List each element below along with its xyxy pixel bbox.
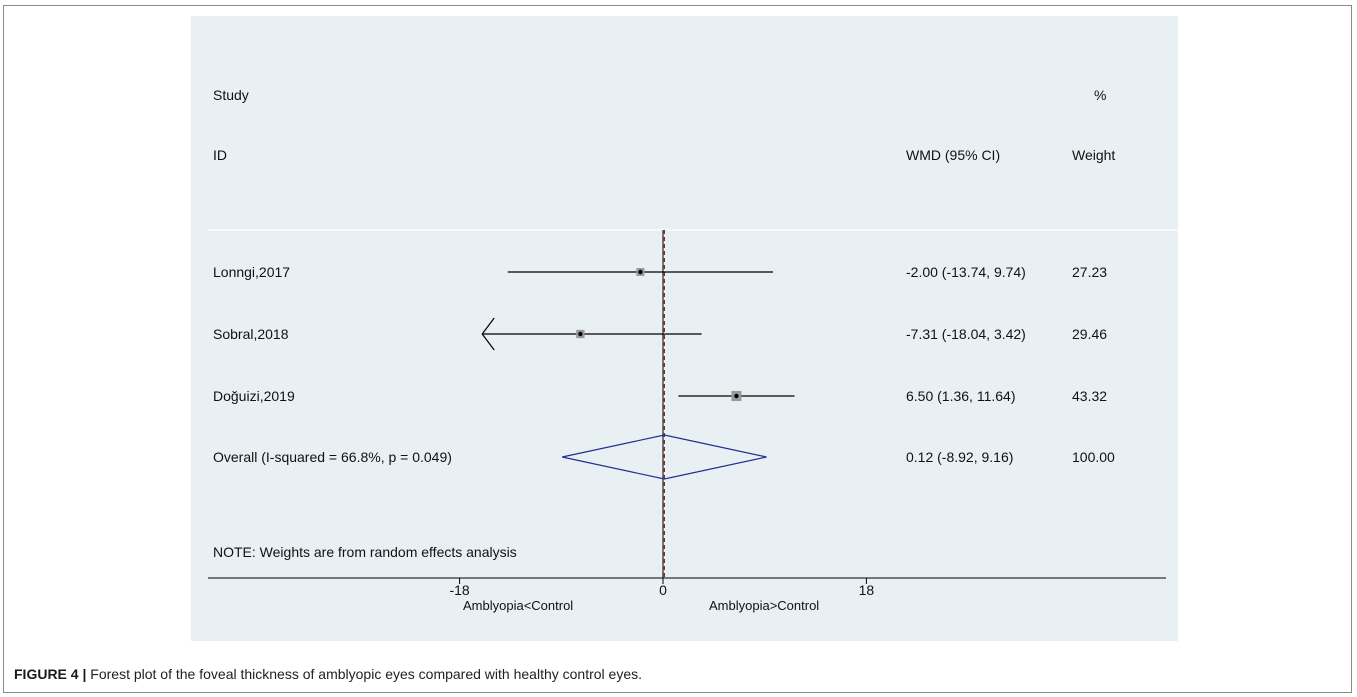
study-effect-label: -7.31 (-18.04, 3.42): [906, 326, 1026, 342]
study-effect-label: -2.00 (-13.74, 9.74): [906, 264, 1026, 280]
overall-effect-label: 0.12 (-8.92, 9.16): [906, 449, 1013, 465]
study-point-estimate: [734, 393, 739, 399]
x-axis-tick-label: 18: [859, 582, 875, 598]
study-effect-label: 6.50 (1.36, 11.64): [906, 388, 1015, 404]
study-label: Doğuizi,2019: [213, 388, 295, 404]
figure-caption: FIGURE 4 | Forest plot of the foveal thi…: [14, 666, 642, 682]
x-axis-left-label: Amblyopia<Control: [463, 598, 573, 613]
study-label: Lonngi,2017: [213, 264, 290, 280]
x-axis-tick-label: -18: [449, 582, 469, 598]
header-effect: WMD (95% CI): [906, 147, 1000, 163]
study-weight-label: 43.32: [1072, 388, 1107, 404]
study-weight-label: 29.46: [1072, 326, 1107, 342]
forest-plot: Study % ID WMD (95% CI) Weight Lonngi,2017 -2.…: [208, 87, 1178, 613]
overall-diamond: [562, 434, 767, 480]
study-ci-arrow: [481, 317, 495, 351]
x-axis-right-label: Amblyopia>Control: [709, 598, 819, 613]
overall-label: Overall (I-squared = 66.8%, p = 0.049): [213, 449, 452, 465]
study-label: Sobral,2018: [213, 326, 289, 342]
figure-label: FIGURE 4: [14, 666, 79, 682]
x-axis-tick-label: 0: [659, 582, 667, 598]
overall-weight-label: 100.00: [1072, 449, 1115, 465]
caption-separator: |: [78, 666, 91, 682]
header-percent: %: [1094, 87, 1106, 103]
study-weight-label: 27.23: [1072, 264, 1107, 280]
caption-text: Forest plot of the foveal thickness of a…: [90, 666, 643, 682]
header-id: ID: [213, 147, 227, 163]
study-point-estimate: [638, 269, 643, 275]
figure-frame: Study% ID WMD (95% CI) Weight Lonngi,2017 -2.…: [3, 5, 1352, 693]
forest-plot-panel: Study% ID WMD (95% CI) Weight Lonngi,2017 -2.…: [191, 16, 1178, 641]
header-study: Study: [213, 87, 249, 103]
header-weight: Weight: [1072, 147, 1115, 163]
note-text: NOTE: Weights are from random effects an…: [213, 544, 517, 560]
study-point-estimate: [578, 331, 583, 337]
